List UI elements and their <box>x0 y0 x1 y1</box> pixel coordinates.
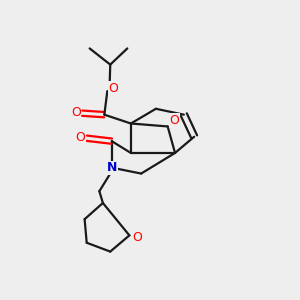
Text: O: O <box>71 106 81 119</box>
Text: O: O <box>169 114 179 127</box>
Text: O: O <box>75 131 85 144</box>
Text: O: O <box>132 231 142 244</box>
Text: N: N <box>106 161 117 174</box>
Text: O: O <box>108 82 118 95</box>
